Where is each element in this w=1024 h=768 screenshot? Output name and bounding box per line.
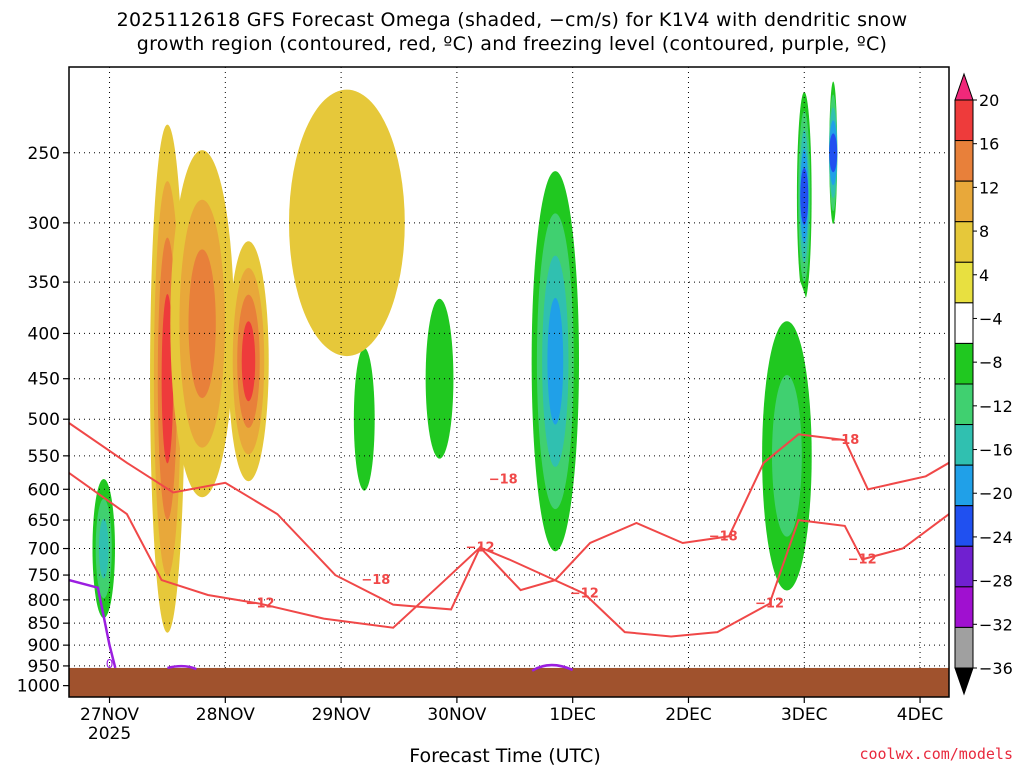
x-tick-label: 29NOV bbox=[312, 705, 371, 725]
dgz-contour-label: −18 bbox=[489, 473, 518, 488]
dgz-contour-label: −18 bbox=[830, 433, 859, 448]
colorbar-tick-label: 8 bbox=[979, 222, 989, 241]
y-tick-label: 950 bbox=[28, 657, 60, 677]
omega-feature bbox=[547, 297, 564, 425]
plot-area bbox=[69, 67, 949, 697]
x-tick-label: 30NOV bbox=[427, 705, 486, 725]
y-tick-label: 250 bbox=[28, 144, 60, 164]
dgz-contour-label: −12 bbox=[755, 597, 784, 612]
omega-feature bbox=[800, 167, 809, 225]
dgz-contour-label: −12 bbox=[848, 552, 877, 567]
colorbar-swatch bbox=[954, 261, 974, 304]
colorbar-tick-label: 4 bbox=[979, 266, 989, 285]
colorbar-tick-label: −20 bbox=[979, 484, 1013, 503]
colorbar-swatch bbox=[954, 302, 974, 344]
colorbar: 20 16 12 8 4 −4 −8 −12 −16 −20 −24 −28 −32 −36 bbox=[954, 72, 1013, 696]
y-tick-label: 750 bbox=[28, 566, 60, 586]
colorbar-tick-label: −4 bbox=[979, 309, 1003, 328]
y-tick-label: 650 bbox=[28, 511, 60, 531]
y-tick-label: 300 bbox=[28, 214, 60, 234]
colorbar-swatch bbox=[954, 221, 974, 263]
y-tick-label: 450 bbox=[28, 370, 60, 390]
freezing-level-contour bbox=[69, 578, 117, 669]
colorbar-swatch bbox=[954, 383, 974, 426]
colorbar-tick-label: 20 bbox=[979, 91, 999, 110]
x-year-label: 2025 bbox=[88, 724, 131, 744]
plot-frame bbox=[68, 66, 950, 698]
x-tick-label: 4DEC bbox=[897, 705, 944, 725]
colorbar-swatch bbox=[954, 505, 974, 547]
colorbar-swatch bbox=[954, 180, 974, 223]
colorbar-swatch bbox=[954, 99, 974, 142]
omega-feature bbox=[98, 518, 109, 579]
y-tick-label: 350 bbox=[28, 273, 60, 293]
omega-feature bbox=[188, 249, 216, 399]
y-tick-label: 550 bbox=[28, 447, 60, 467]
y-tick-label: 900 bbox=[28, 636, 60, 656]
colorbar-swatch bbox=[954, 342, 974, 385]
colorbar-swatch bbox=[954, 424, 974, 466]
omega-feature bbox=[772, 375, 802, 537]
freezing-level-label: 0 bbox=[106, 657, 114, 671]
y-tick-label: 600 bbox=[28, 480, 60, 500]
y-tick-label: 500 bbox=[28, 410, 60, 430]
colorbar-swatch bbox=[954, 626, 974, 669]
omega-feature bbox=[241, 321, 256, 402]
axes-layer: 2503003504004505005506006507007508008509… bbox=[17, 144, 944, 744]
colorbar-tick-label: −36 bbox=[979, 659, 1013, 678]
x-tick-label: 3DEC bbox=[781, 705, 828, 725]
dgz-contour-label: −18 bbox=[361, 573, 390, 588]
dgz-contour bbox=[69, 472, 949, 638]
y-tick-label: 700 bbox=[28, 540, 60, 560]
dgz-contour-label: −12 bbox=[466, 540, 495, 555]
y-tick-label: 800 bbox=[28, 591, 60, 611]
chart-subtitle: growth region (contoured, red, ºC) and f… bbox=[136, 33, 888, 55]
freezing-level-contour bbox=[167, 664, 197, 671]
colorbar-swatch bbox=[954, 586, 974, 628]
colorbar-tick-label: −12 bbox=[979, 397, 1013, 416]
terrain bbox=[69, 667, 949, 697]
colorbar-swatch bbox=[954, 545, 974, 588]
colorbar-tick-label: −16 bbox=[979, 441, 1013, 460]
colorbar-tick-label: 12 bbox=[979, 178, 999, 197]
dgz-contour-label: −12 bbox=[570, 587, 599, 602]
y-tick-label: 850 bbox=[28, 614, 60, 634]
omega-feature bbox=[289, 89, 405, 357]
dgz-contour-label: −12 bbox=[246, 597, 275, 612]
colorbar-bottom-arrow bbox=[954, 667, 974, 696]
credit-link[interactable]: coolwx.com/models bbox=[859, 745, 1013, 763]
x-tick-label: 27NOV bbox=[80, 705, 139, 725]
colorbar-tick-label: −8 bbox=[979, 353, 1003, 372]
chart-title: 2025112618 GFS Forecast Omega (shaded, −… bbox=[116, 9, 908, 31]
colorbar-tick-label: 16 bbox=[979, 135, 999, 154]
omega-feature bbox=[161, 294, 174, 464]
x-tick-label: 1DEC bbox=[549, 705, 596, 725]
colorbar-top-arrow bbox=[954, 72, 974, 101]
omega-feature bbox=[829, 133, 838, 173]
colorbar-tick-label: −28 bbox=[979, 572, 1013, 591]
contour-layer: −18 −12 −18 −12 −12 −18 −12 −18 −12 0 bbox=[69, 422, 949, 672]
x-tick-label: 2DEC bbox=[665, 705, 712, 725]
x-axis-title: Forecast Time (UTC) bbox=[409, 745, 601, 767]
freezing-level-contour bbox=[531, 663, 574, 672]
y-tick-label: 400 bbox=[28, 324, 60, 344]
colorbar-swatch bbox=[954, 140, 974, 182]
dgz-contour-label: −18 bbox=[709, 529, 738, 544]
colorbar-tick-label: −24 bbox=[979, 528, 1013, 547]
colorbar-swatch bbox=[954, 464, 974, 507]
x-tick-label: 28NOV bbox=[196, 705, 255, 725]
colorbar-tick-label: −32 bbox=[979, 615, 1013, 634]
y-tick-label: 1000 bbox=[17, 677, 60, 697]
